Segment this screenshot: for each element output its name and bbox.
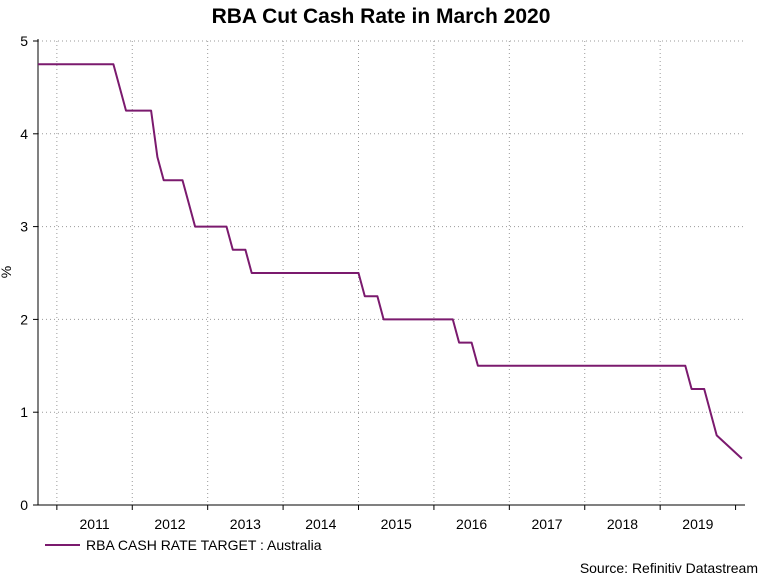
- chart-title: RBA Cut Cash Rate in March 2020: [212, 5, 551, 28]
- y-tick-label: 3: [20, 219, 28, 235]
- y-axis-label: %: [0, 266, 14, 278]
- x-tick-label: 2013: [230, 516, 261, 532]
- x-tick-label: 2014: [305, 516, 336, 532]
- y-tick-label: 2: [20, 311, 28, 327]
- y-tick-label: 0: [20, 497, 28, 513]
- y-tick-label: 5: [20, 33, 28, 49]
- y-tick-label: 1: [20, 404, 28, 420]
- legend: RBA CASH RATE TARGET : Australia: [45, 537, 322, 553]
- x-tick-label: 2017: [531, 516, 562, 532]
- legend-entry-label: RBA CASH RATE TARGET : Australia: [86, 537, 322, 553]
- source-note: Source: Refinitiv Datastream: [580, 560, 758, 576]
- x-tick-label: 2018: [607, 516, 638, 532]
- series-line: [38, 63, 743, 460]
- x-tick-label: 2012: [154, 516, 185, 532]
- y-tick-label: 4: [20, 126, 28, 142]
- x-tick-label: 2019: [682, 516, 713, 532]
- x-tick-label: 2015: [381, 516, 412, 532]
- x-tick-label: 2011: [80, 516, 110, 532]
- axes: 0 1 2 3 4 5 2011 2012 2013 2014 2015 2016 2017 2018 20…: [20, 33, 745, 532]
- x-tick-label: 2016: [456, 516, 487, 532]
- series: [38, 63, 743, 460]
